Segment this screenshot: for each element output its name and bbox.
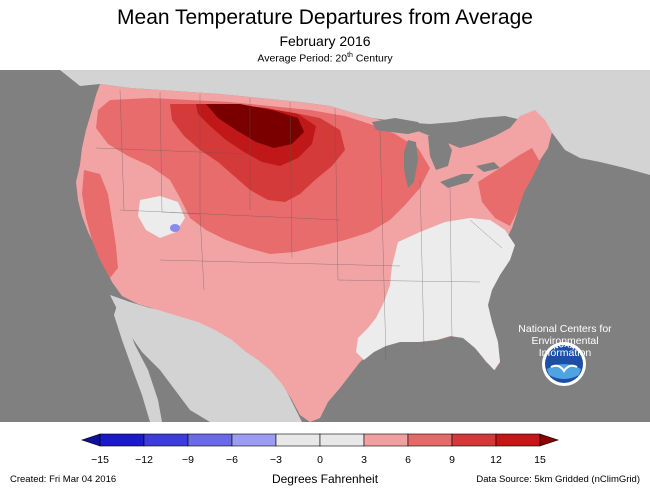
canada-landmass: [0, 70, 650, 175]
legend-tick-label: 9: [449, 454, 455, 466]
legend-bin: [319, 433, 365, 447]
created-date: Created: Fri Mar 04 2016: [10, 474, 117, 485]
legend-bin: [495, 433, 541, 447]
us-map-svg: [0, 70, 650, 422]
legend-low-arrow: [81, 433, 101, 447]
state-borders: [95, 89, 503, 361]
lake-michigan: [404, 140, 418, 188]
period-superscript: th: [347, 52, 353, 59]
legend-bin: [407, 433, 453, 447]
mexico-landmass: [110, 295, 302, 422]
map-title: Mean Temperature Departures from Average: [117, 6, 533, 29]
svg-text:NOAA: NOAA: [552, 342, 576, 352]
legend-tick-label: 0: [317, 454, 323, 466]
ncei-line-1: National Centers for: [518, 323, 612, 335]
period-prefix: Average Period: 20: [257, 52, 348, 65]
data-source: Data Source: 5km Gridded (nClimGrid): [476, 474, 640, 485]
legend-tick-label: −3: [270, 454, 282, 466]
legend-tick-label: −15: [91, 454, 109, 466]
legend-tick-label: 12: [490, 454, 502, 466]
ncei-line-3: Information: [538, 347, 592, 359]
lake-erie: [440, 174, 474, 188]
noaa-logo-text: NOAA: [552, 342, 576, 352]
legend-bin: [231, 433, 277, 447]
ncei-line-2: Environmental: [531, 335, 599, 347]
lake-superior: [372, 118, 425, 134]
legend-tick-label: −6: [226, 454, 238, 466]
legend-bin: [363, 433, 409, 447]
lake-huron: [428, 136, 452, 170]
ncei-attribution: National Centers for Environmental Infor…: [505, 323, 625, 359]
legend-bin: [451, 433, 497, 447]
baja-peninsula: [114, 302, 162, 422]
lake-ontario: [476, 162, 500, 172]
period-suffix: Century: [352, 52, 393, 65]
utah-cool-spot: [170, 224, 180, 232]
legend-tick-label: −9: [182, 454, 194, 466]
southeast-near-normal: [356, 218, 515, 370]
legend-tick-label: 15: [534, 454, 546, 466]
noaa-logo-icon: [542, 342, 586, 386]
temperature-map: NOAA National Centers for Environmental …: [0, 70, 650, 422]
legend-high-arrow: [539, 433, 559, 447]
legend-tick-label: 3: [361, 454, 367, 466]
legend-colorbar: [81, 433, 559, 447]
legend-bin: [99, 433, 145, 447]
noaa-logo-label: NOAA: [552, 342, 576, 352]
average-period: Average Period: 20th Century: [0, 52, 650, 65]
legend-units: Degrees Fahrenheit: [271, 472, 379, 486]
warm-15plus-region: [206, 104, 304, 148]
color-legend: [80, 431, 560, 461]
legend-tick-label: 6: [405, 454, 411, 466]
map-subtitle: February 2016: [279, 33, 371, 49]
legend-bin: [187, 433, 233, 447]
legend-tick-label: −12: [135, 454, 153, 466]
west-coast-warm-region: [82, 170, 118, 278]
legend-bin: [275, 433, 321, 447]
legend-bin: [143, 433, 189, 447]
northeast-warm-region: [478, 148, 540, 226]
